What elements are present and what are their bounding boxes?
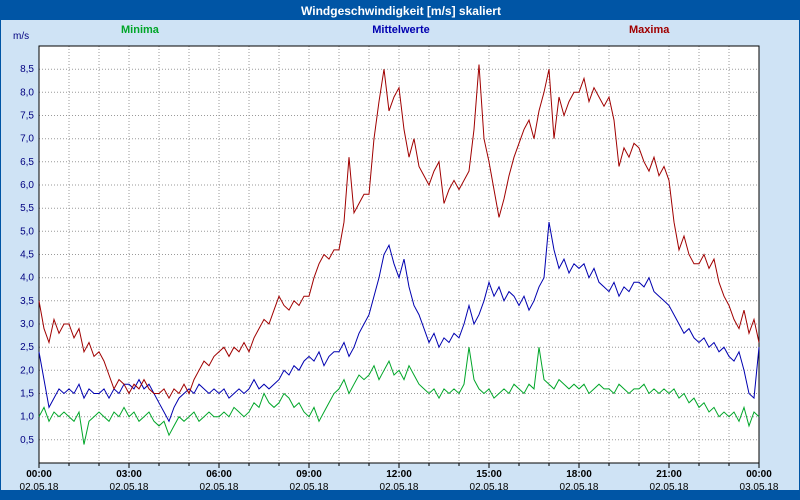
footer-bar — [1, 490, 799, 499]
y-tick-label: 8,5 — [20, 64, 34, 75]
x-tick-date: 02.05.18 — [650, 482, 689, 492]
legend-minima: Minima — [121, 24, 159, 36]
y-tick-label: 7,0 — [20, 134, 34, 145]
y-tick-label: 5,0 — [20, 226, 34, 237]
y-tick-label: 3,5 — [20, 296, 34, 307]
y-tick-label: 3,0 — [20, 319, 34, 330]
title-bar: Windgeschwindigkeit [m/s] skaliert — [1, 1, 799, 20]
x-tick-date: 02.05.18 — [110, 482, 149, 492]
y-tick-label: 4,0 — [20, 273, 34, 284]
legend-maxima: Maxima — [629, 24, 670, 36]
x-tick-time: 21:00 — [656, 469, 682, 480]
series-maxima-line — [38, 64, 760, 400]
x-tick-date: 02.05.18 — [290, 482, 329, 492]
x-tick-time: 12:00 — [386, 469, 412, 480]
y-axis-unit: m/s — [13, 31, 29, 42]
y-tick-label: 1,0 — [20, 412, 34, 423]
x-tick-time: 18:00 — [566, 469, 592, 480]
y-tick-label: 1,5 — [20, 389, 34, 400]
x-tick-time: 00:00 — [26, 469, 52, 480]
y-tick-label: 7,5 — [20, 111, 34, 122]
y-tick-label: 4,5 — [20, 250, 34, 261]
legend-mittelwerte: Mittelwerte — [372, 24, 430, 36]
series-mittelwerte-line — [38, 222, 760, 423]
y-tick-label: 8,0 — [20, 87, 34, 98]
x-tick-date: 02.05.18 — [470, 482, 509, 492]
y-tick-label: 2,5 — [20, 342, 34, 353]
y-tick-label: 5,5 — [20, 203, 34, 214]
x-tick-date: 02.05.18 — [20, 482, 59, 492]
x-tick-date: 02.05.18 — [200, 482, 239, 492]
y-tick-label: 6,0 — [20, 180, 34, 191]
x-tick-date: 02.05.18 — [380, 482, 419, 492]
wind-speed-chart: 0,5 1,0 1,5 2,0 2,5 3,0 3,5 4,0 4,5 5,0 5,5 6,0 6,5 7… — [13, 31, 779, 492]
x-tick-time: 15:00 — [476, 469, 502, 480]
y-tick-label: 2,0 — [20, 365, 34, 376]
page-title: Windgeschwindigkeit [m/s] skaliert — [301, 3, 501, 18]
y-tick-label: 6,5 — [20, 157, 34, 168]
x-tick-time: 00:00 — [746, 469, 772, 480]
series-minima-line — [38, 347, 760, 445]
x-tick-date: 02.05.18 — [560, 482, 599, 492]
y-tick-label: 0,5 — [20, 435, 34, 446]
x-tick-time: 09:00 — [296, 469, 322, 480]
x-tick-time: 03:00 — [116, 469, 142, 480]
x-tick-date: 03.05.18 — [740, 482, 779, 492]
legend: Minima Mittelwerte Maxima — [1, 24, 799, 40]
x-tick-time: 06:00 — [206, 469, 232, 480]
